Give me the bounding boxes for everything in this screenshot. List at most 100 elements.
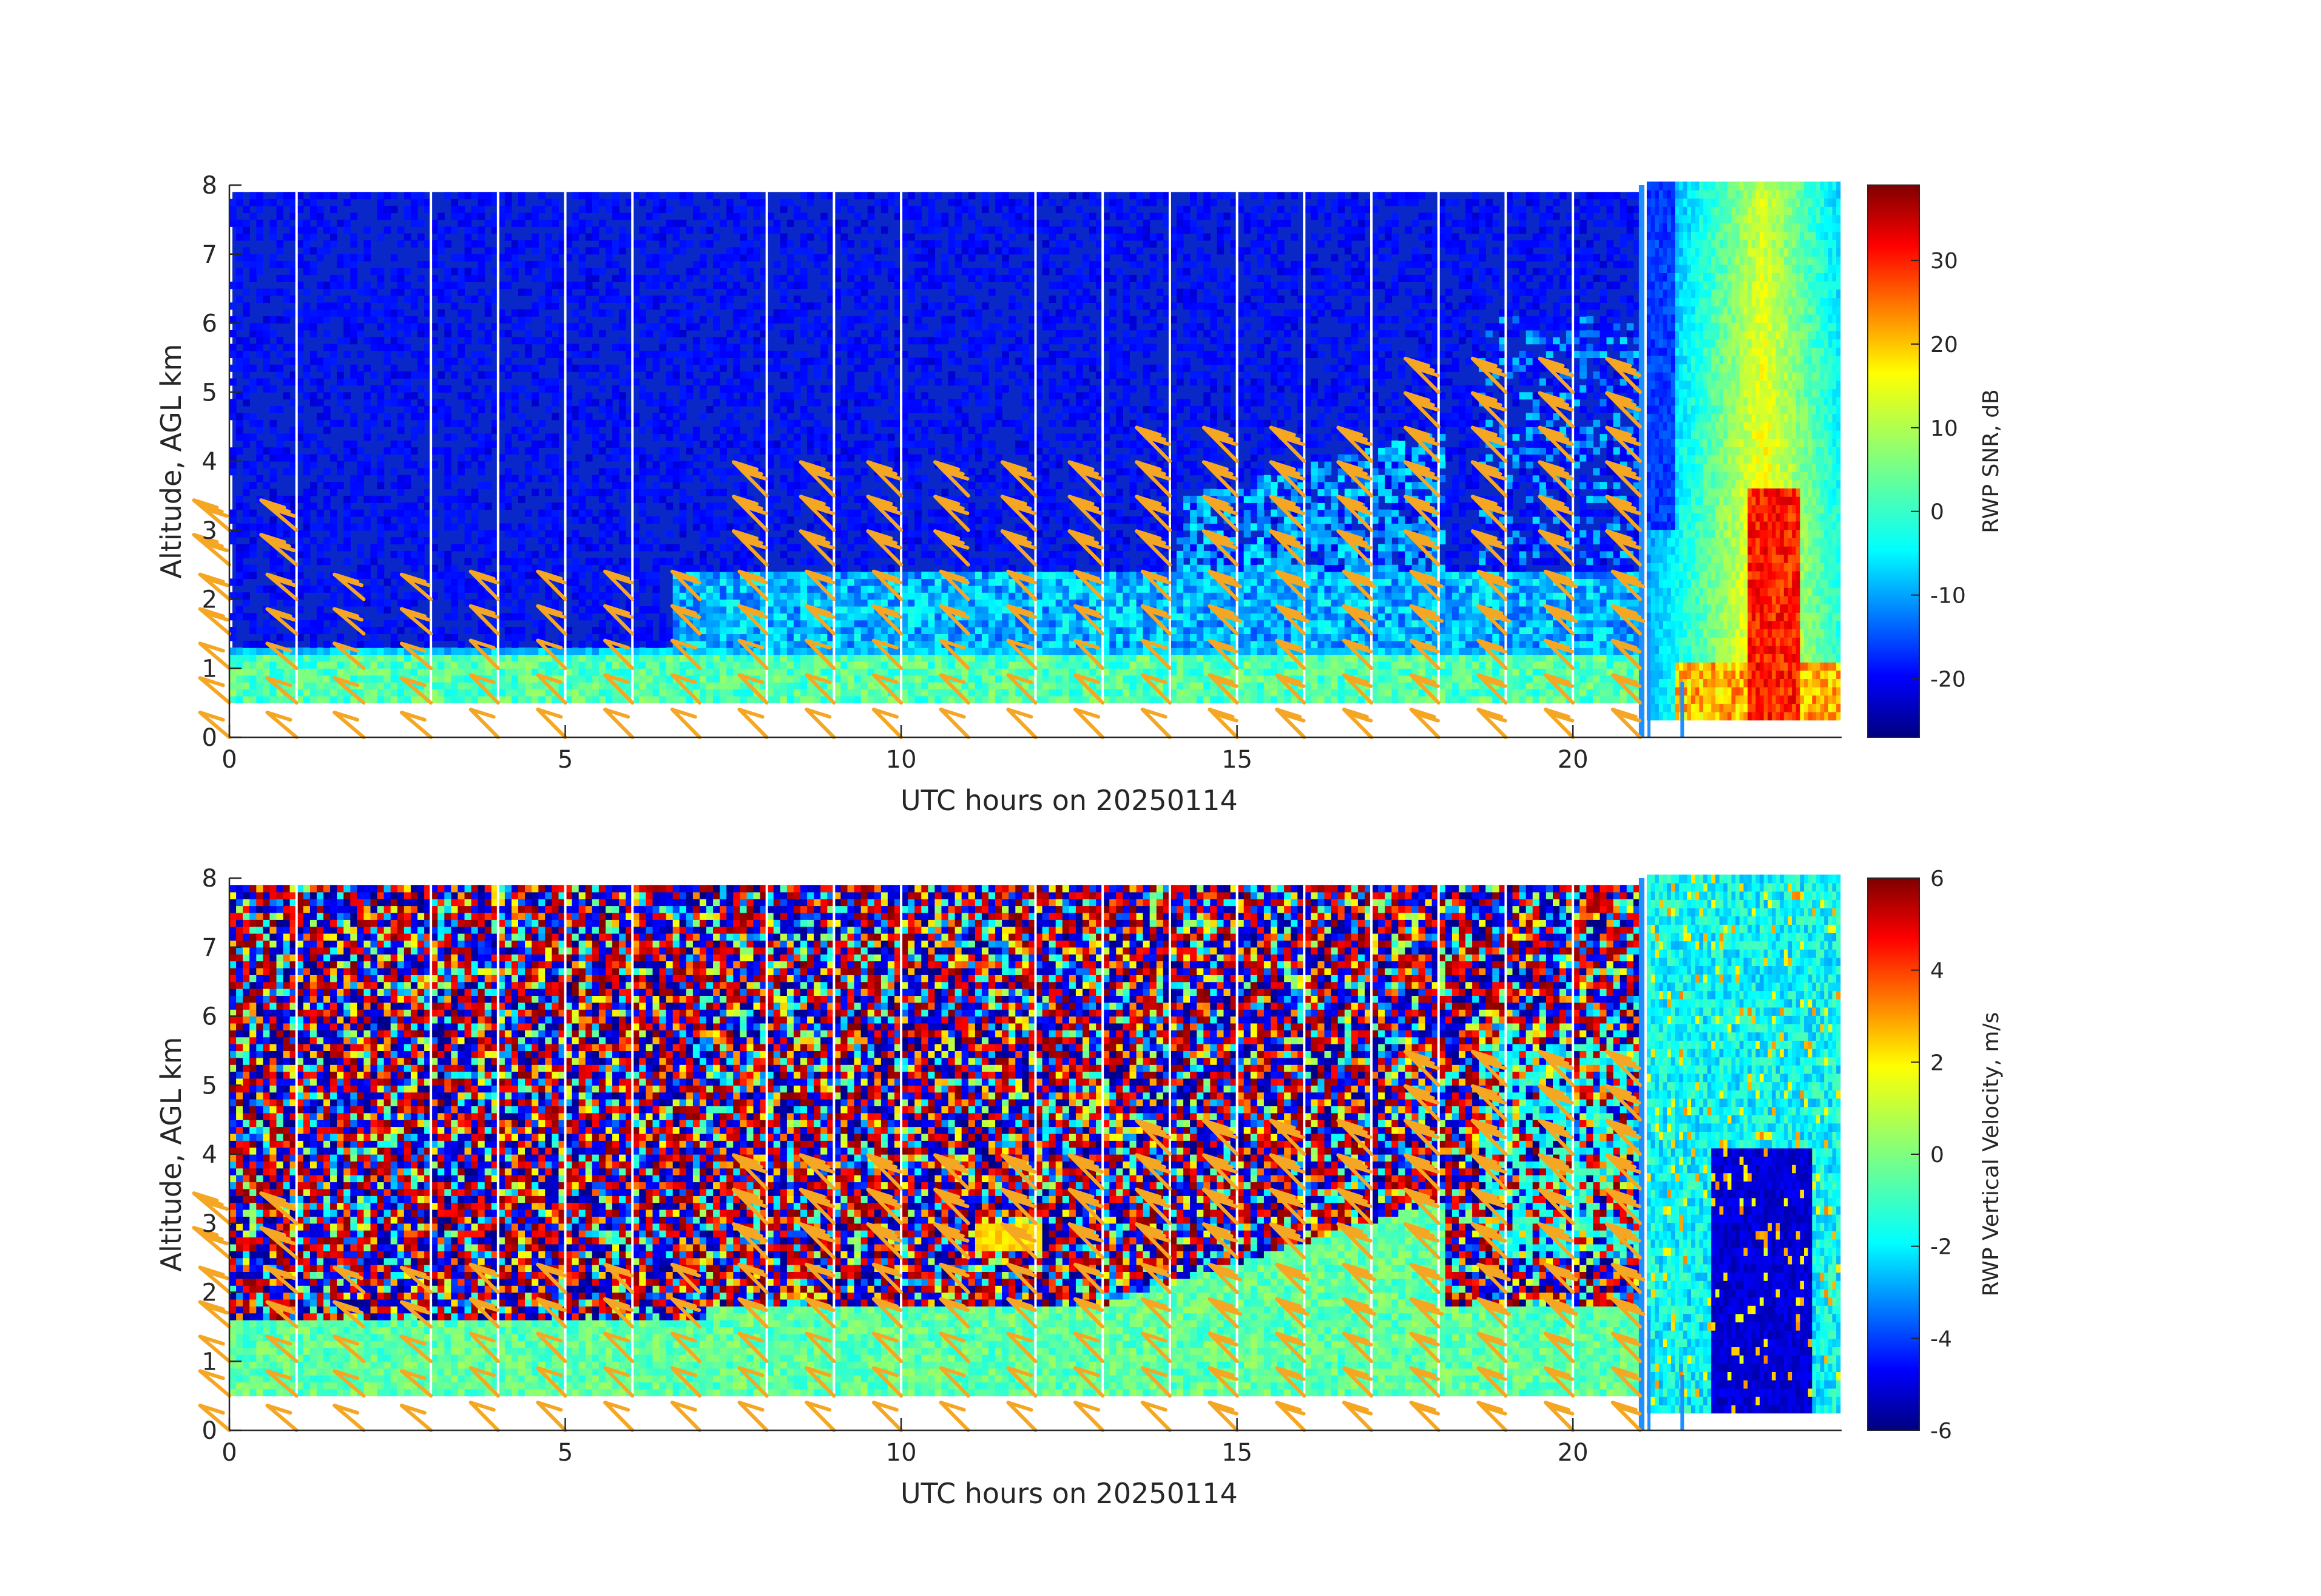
heatmap-cell	[330, 578, 337, 586]
heatmap-cell	[296, 648, 304, 655]
heatmap-cell	[753, 212, 761, 220]
heatmap-cell	[471, 419, 479, 427]
heatmap-cell	[713, 682, 720, 689]
heatmap-cell	[692, 634, 700, 641]
heatmap-cell	[572, 433, 579, 441]
heatmap-cell	[491, 550, 499, 558]
heatmap-cell	[478, 433, 485, 441]
heatmap-cell	[357, 682, 364, 689]
heatmap-cell	[901, 212, 908, 220]
heatmap-cell	[995, 654, 1002, 662]
heatmap-cell	[236, 613, 243, 621]
heatmap-cell	[934, 648, 942, 655]
heatmap-cell	[383, 302, 391, 310]
heatmap-cell	[263, 357, 271, 365]
heatmap-cell	[404, 406, 411, 413]
heatmap-cell	[646, 261, 654, 269]
heatmap-cell	[921, 357, 928, 365]
heatmap-cell	[464, 627, 472, 634]
heatmap-cell	[612, 385, 620, 393]
heatmap-cell	[552, 323, 559, 331]
heatmap-cell	[471, 523, 479, 531]
heatmap-cell	[538, 509, 546, 517]
heatmap-cell	[780, 509, 788, 517]
heatmap-cell	[652, 648, 660, 655]
heatmap-cell	[706, 337, 714, 345]
heatmap-cell	[934, 337, 942, 345]
heatmap-cell	[672, 323, 680, 331]
heatmap-cell	[867, 544, 875, 552]
heatmap-cell	[269, 385, 277, 393]
heatmap-cell	[444, 523, 451, 531]
heatmap-cell	[236, 226, 243, 234]
heatmap-cell	[1015, 247, 1022, 255]
heatmap-cell	[880, 247, 888, 255]
heatmap-cell	[552, 206, 559, 214]
heatmap-cell	[532, 378, 539, 386]
heatmap-cell	[532, 634, 539, 641]
heatmap-cell	[498, 495, 505, 503]
heatmap-cell	[309, 261, 317, 269]
heatmap-cell	[431, 695, 438, 703]
heatmap-cell	[451, 578, 458, 586]
heatmap-cell	[512, 613, 519, 621]
heatmap-cell	[289, 192, 297, 200]
heatmap-cell	[666, 454, 674, 462]
heatmap-cell	[746, 454, 754, 462]
heatmap-cell	[383, 682, 391, 689]
heatmap-cell	[827, 654, 834, 662]
heatmap-cell	[700, 682, 707, 689]
heatmap-cell	[518, 192, 525, 200]
heatmap-cell	[370, 316, 378, 324]
heatmap-cell	[585, 219, 593, 227]
heatmap-cell	[834, 296, 842, 303]
heatmap-cell	[263, 668, 271, 676]
heatmap-cell	[860, 268, 868, 276]
heatmap-cell	[961, 648, 969, 655]
heatmap-cell	[713, 489, 720, 496]
heatmap-cell	[981, 192, 989, 200]
heatmap-cell	[659, 634, 667, 641]
heatmap-cell	[377, 640, 385, 648]
heatmap-cell	[484, 192, 492, 200]
heatmap-cell	[619, 226, 626, 234]
heatmap-cell	[854, 606, 862, 614]
heatmap-cell	[444, 454, 451, 462]
heatmap-cell	[444, 288, 451, 296]
heatmap-cell	[572, 226, 579, 234]
heatmap-cell	[746, 385, 754, 393]
heatmap-cell	[652, 592, 660, 600]
heatmap-cell	[646, 330, 654, 337]
heatmap-cell	[773, 585, 781, 593]
heatmap-cell	[901, 675, 908, 683]
heatmap-cell	[343, 330, 351, 337]
heatmap-cell	[552, 440, 559, 448]
heatmap-cell	[350, 495, 357, 503]
heatmap-cell	[606, 558, 613, 566]
heatmap-cell	[733, 364, 740, 372]
heatmap-cell	[303, 675, 311, 683]
heatmap-cell	[464, 682, 472, 689]
heatmap-cell	[659, 343, 667, 351]
heatmap-cell	[713, 592, 720, 600]
heatmap-cell	[397, 516, 405, 524]
heatmap-cell	[766, 212, 774, 220]
heatmap-cell	[357, 564, 364, 572]
heatmap-cell	[592, 364, 600, 372]
heatmap-cell	[330, 489, 337, 496]
heatmap-cell	[854, 392, 862, 400]
heatmap-cell	[632, 523, 640, 531]
heatmap-cell	[867, 606, 875, 614]
heatmap-cell	[700, 240, 707, 248]
heatmap-cell	[249, 274, 257, 282]
heatmap-cell	[766, 440, 774, 448]
heatmap-cell	[337, 261, 344, 269]
heatmap-cell	[316, 668, 324, 676]
heatmap-cell	[874, 240, 882, 248]
heatmap-cell	[236, 316, 243, 324]
heatmap-cell	[720, 296, 727, 303]
heatmap-cell	[343, 509, 351, 517]
heatmap-cell	[518, 364, 525, 372]
heatmap-cell	[337, 468, 344, 476]
heatmap-cell	[921, 585, 928, 593]
